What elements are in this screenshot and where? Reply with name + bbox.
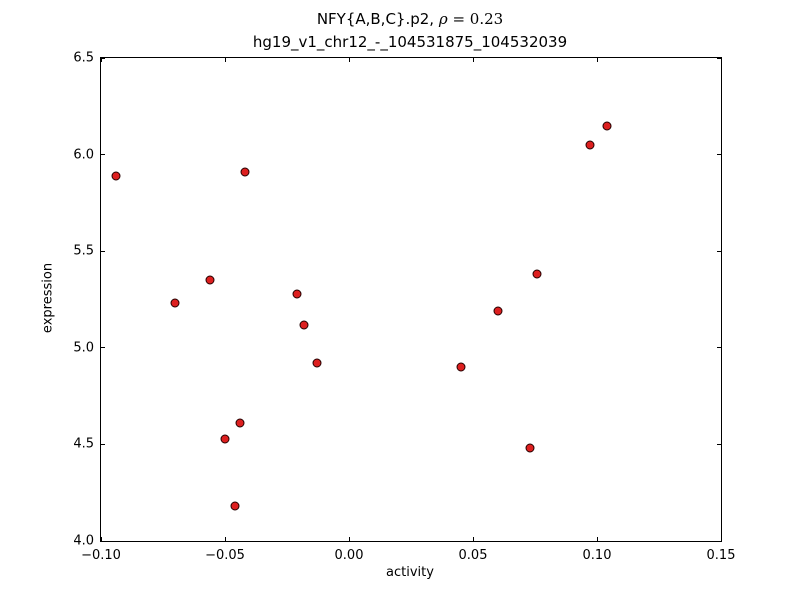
data-point (170, 298, 180, 308)
y-tick-mark (717, 540, 721, 542)
rho-value: = 0.23 (447, 10, 504, 28)
x-tick-mark (348, 58, 350, 62)
y-tick-mark (717, 57, 721, 59)
x-tick-mark (472, 537, 474, 541)
data-point (292, 289, 302, 299)
data-point (240, 167, 250, 177)
x-tick-mark (596, 537, 598, 541)
y-tick-label: 6.0 (73, 147, 94, 163)
x-tick-label: 0.05 (458, 548, 488, 563)
x-tick-mark (100, 58, 102, 62)
x-tick-mark (720, 58, 722, 62)
y-tick-mark (717, 250, 721, 252)
data-point (493, 306, 503, 316)
y-tick-mark (101, 347, 105, 349)
y-tick-mark (101, 57, 105, 59)
data-point (230, 501, 240, 511)
data-point (525, 443, 535, 453)
y-tick-mark (101, 443, 105, 445)
chart-title-text: NFY{A,B,C}.p2, (316, 10, 439, 28)
y-tick-mark (717, 443, 721, 445)
data-point (220, 434, 230, 444)
data-point (585, 140, 595, 150)
y-tick-label: 5.0 (73, 340, 94, 356)
data-point (235, 418, 245, 428)
x-tick-label: −0.05 (205, 548, 245, 563)
x-tick-mark (348, 537, 350, 541)
y-tick-mark (101, 540, 105, 542)
y-tick-mark (101, 250, 105, 252)
x-tick-mark (224, 537, 226, 541)
chart-subtitle: hg19_v1_chr12_-_104531875_104532039 (252, 33, 568, 51)
y-tick-label: 4.5 (73, 436, 94, 452)
data-point (205, 275, 215, 285)
x-tick-label: −0.10 (81, 548, 121, 563)
x-tick-mark (472, 58, 474, 62)
x-axis-label: activity (386, 565, 434, 580)
x-tick-mark (720, 537, 722, 541)
x-tick-mark (224, 58, 226, 62)
data-point (532, 269, 542, 279)
y-tick-label: 5.5 (73, 243, 94, 259)
x-tick-label: 0.15 (706, 548, 736, 563)
data-point (602, 121, 612, 131)
y-tick-mark (717, 154, 721, 156)
chart-title-math: ρ = 0.23 (439, 10, 503, 28)
y-tick-mark (101, 154, 105, 156)
x-tick-mark (100, 537, 102, 541)
x-tick-label: 0.10 (582, 548, 612, 563)
plot-area: −0.10 −0.05 0.00 0.05 0.10 0.15 4.0 4.5 5.0 5.5 6.… (73, 51, 735, 564)
y-axis-label: expression (40, 262, 56, 334)
y-tick-label: 6.5 (73, 50, 94, 66)
y-tick-label: 4.0 (73, 533, 94, 549)
data-point (312, 358, 322, 368)
x-tick-mark (596, 58, 598, 62)
data-point (111, 171, 121, 181)
data-point (299, 320, 309, 330)
y-tick-mark (717, 347, 721, 349)
chart-title: NFY{A,B,C}.p2, ρ = 0.23 (100, 10, 720, 28)
x-tick-label: 0.00 (334, 548, 364, 563)
data-point (456, 362, 466, 372)
rho-symbol: ρ (438, 10, 448, 28)
